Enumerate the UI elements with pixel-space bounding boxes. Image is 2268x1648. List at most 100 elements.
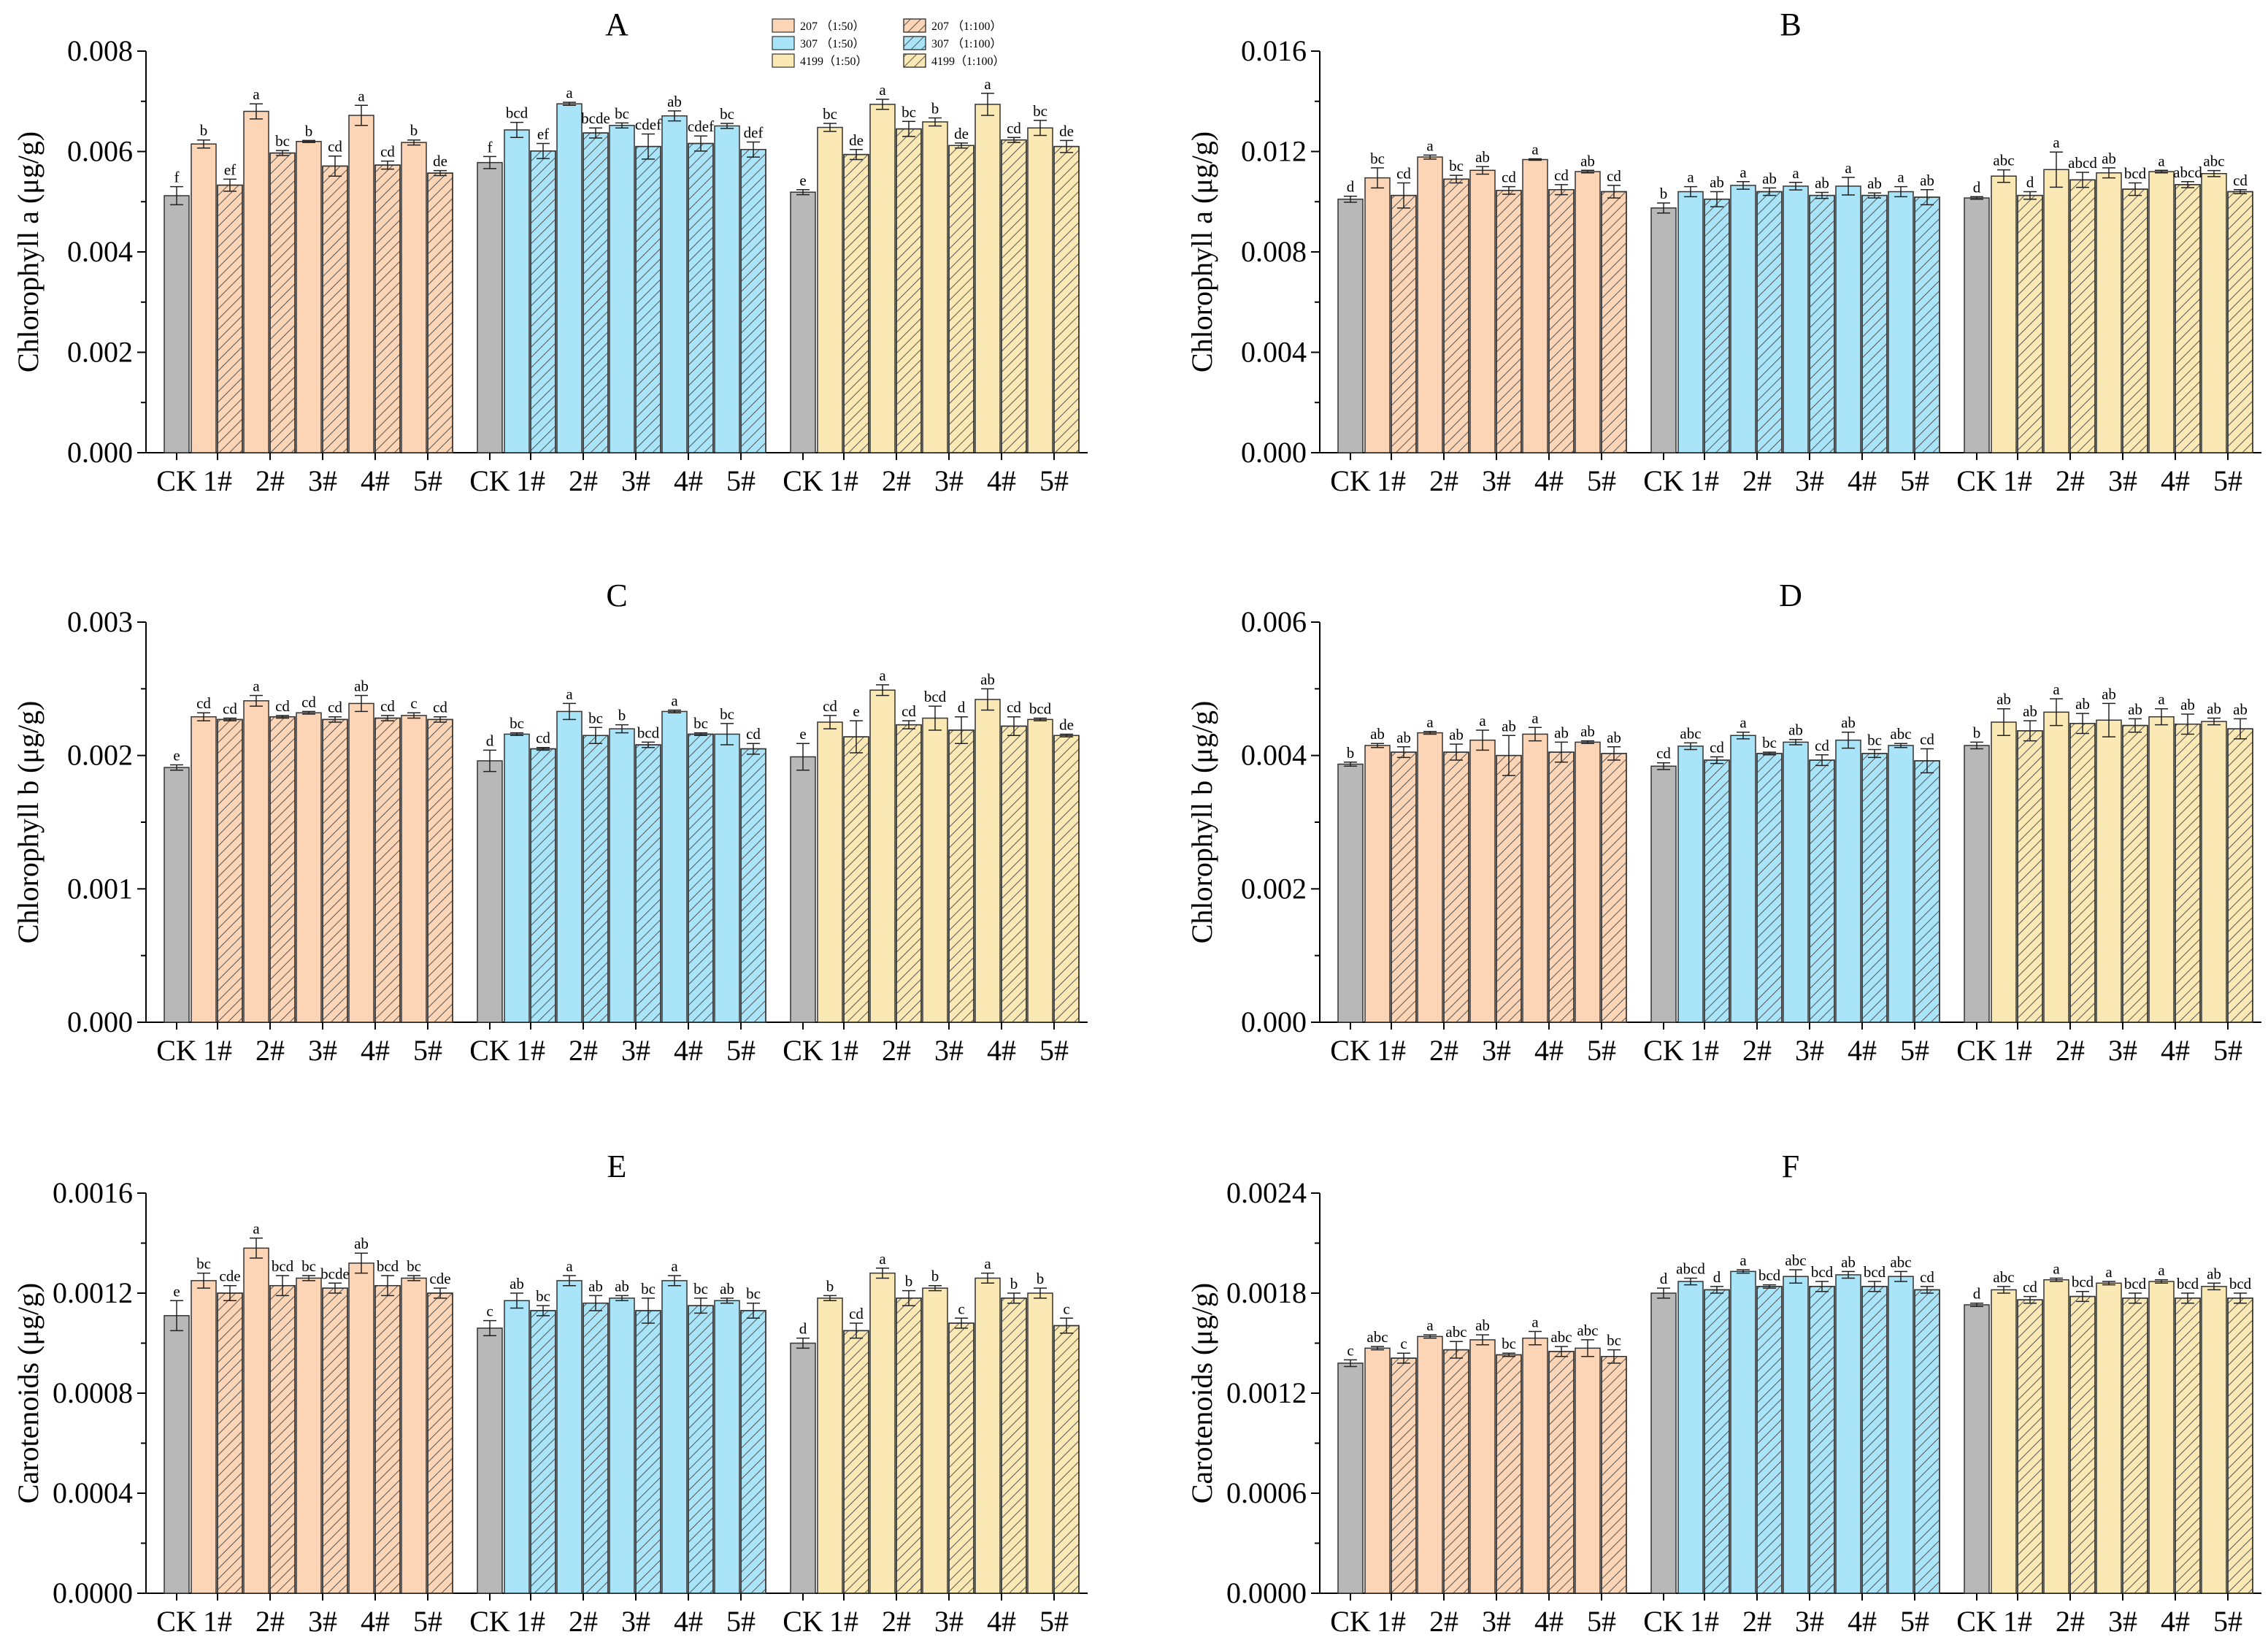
bar-hatch — [530, 748, 556, 1023]
bar-hatch — [1861, 1286, 1888, 1594]
x-tick-label: 5# — [413, 464, 442, 497]
x-tick-label: 3# — [1795, 1605, 1824, 1638]
significance-label: b — [618, 707, 626, 724]
significance-label: de — [1059, 716, 1074, 733]
bar-hatch — [635, 145, 661, 453]
bar-hatch — [1053, 145, 1080, 453]
bar — [556, 1280, 583, 1594]
x-tick-label: CK — [1330, 464, 1371, 497]
significance-label: abc — [1366, 1328, 1388, 1346]
significance-label: ab — [1841, 714, 1856, 732]
bar-hatch — [2069, 723, 2096, 1023]
significance-label: bc — [1762, 734, 1777, 751]
bar — [975, 1277, 1001, 1594]
significance-label: b — [826, 1277, 834, 1295]
significance-label: ab — [1867, 175, 1882, 192]
x-tick-label: 1# — [829, 1034, 858, 1067]
significance-label: cd — [328, 138, 342, 156]
y-tick-label: 0.0004 — [53, 1476, 133, 1509]
x-tick-label: 1# — [203, 1034, 232, 1067]
significance-label: bc — [693, 1280, 708, 1298]
y-tick-label: 0.006 — [1241, 605, 1307, 638]
chart-panel-B: B Chlorophyll a (μg/g) 0.000 0.004 0.008 0.01… — [1185, 7, 2261, 497]
bar-hatch — [1548, 751, 1575, 1023]
x-tick-label: 3# — [1795, 464, 1824, 497]
bar-hatch — [1704, 199, 1730, 453]
significance-label: a — [1426, 137, 1434, 154]
significance-label: abc — [1680, 724, 1701, 742]
bar — [922, 1287, 948, 1594]
significance-label: abc — [1890, 1253, 1911, 1271]
x-tick-label: 2# — [569, 1605, 598, 1638]
significance-label: a — [984, 75, 991, 93]
significance-label: abc — [1445, 1323, 1466, 1341]
significance-label: bcd — [377, 1257, 399, 1275]
y-axis-label: Chlorophyll b (μg/g) — [12, 701, 45, 944]
bar-hatch — [530, 150, 556, 453]
bar — [1575, 1347, 1601, 1594]
bar-hatch — [2017, 194, 2043, 453]
significance-label: de — [954, 125, 969, 142]
significance-label: d — [958, 699, 966, 716]
x-tick-label: CK — [156, 1605, 197, 1638]
significance-label: bcd — [1811, 1263, 1834, 1281]
legend-label: 207 （1:100） — [931, 20, 1002, 33]
bar-hatch — [1053, 735, 1080, 1023]
y-tick-label: 0.001 — [67, 872, 133, 905]
bar — [609, 125, 635, 453]
bar-hatch — [1601, 1356, 1627, 1594]
bar — [243, 700, 269, 1023]
significance-label: ab — [1449, 726, 1464, 743]
significance-label: a — [1740, 1252, 1747, 1269]
bar — [1650, 207, 1677, 453]
significance-label: b — [1660, 185, 1668, 202]
x-tick-label: 2# — [569, 464, 598, 497]
significance-label: a — [566, 84, 573, 101]
y-axis-label: Carotenoids (μg/g) — [1185, 1283, 1218, 1504]
x-tick-label: 5# — [1587, 1034, 1616, 1067]
bar — [661, 1280, 688, 1594]
bar — [1417, 1335, 1443, 1594]
bar — [790, 1342, 816, 1594]
bar-hatch — [740, 1310, 766, 1594]
y-tick-label: 0.000 — [67, 1005, 133, 1038]
legend-label: 307 （1:100） — [931, 37, 1002, 50]
legend-swatch — [772, 53, 795, 68]
significance-label: cd — [2233, 172, 2248, 189]
x-tick-label: 5# — [2213, 464, 2242, 497]
significance-label: cd — [1007, 119, 1021, 137]
significance-label: ab — [1815, 175, 1829, 192]
y-axis-label: Chlorophyll a (μg/g) — [1185, 131, 1218, 372]
x-tick-label: 3# — [2108, 464, 2137, 497]
bar-hatch — [1391, 1357, 1417, 1594]
x-tick-label: 3# — [621, 464, 650, 497]
significance-label: a — [1740, 164, 1747, 181]
bar — [1730, 1271, 1756, 1594]
y-tick-label: 0.0012 — [1226, 1376, 1307, 1409]
bar — [191, 1280, 217, 1594]
significance-label: ab — [2075, 695, 2090, 713]
significance-label: bcd — [2177, 1275, 2199, 1292]
panel-title: E — [607, 1149, 627, 1184]
significance-label: abc — [2203, 153, 2224, 170]
significance-label: cd — [196, 694, 211, 712]
significance-label: cdef — [635, 115, 661, 133]
bar — [609, 728, 635, 1023]
bar-hatch — [1496, 1354, 1522, 1594]
bar — [1469, 169, 1496, 453]
x-tick-label: 3# — [308, 1605, 337, 1638]
x-tick-label: 3# — [934, 1034, 964, 1067]
significance-label: abcd — [2173, 164, 2202, 181]
bar-hatch — [1914, 760, 1940, 1023]
bar — [1964, 745, 1990, 1023]
x-tick-label: CK — [1330, 1605, 1371, 1638]
bar-hatch — [688, 733, 714, 1023]
bar-hatch — [2069, 179, 2096, 453]
x-tick-label: 1# — [203, 464, 232, 497]
bar-hatch — [1704, 759, 1730, 1023]
bar — [790, 756, 816, 1023]
y-tick-label: 0.008 — [1241, 235, 1307, 268]
